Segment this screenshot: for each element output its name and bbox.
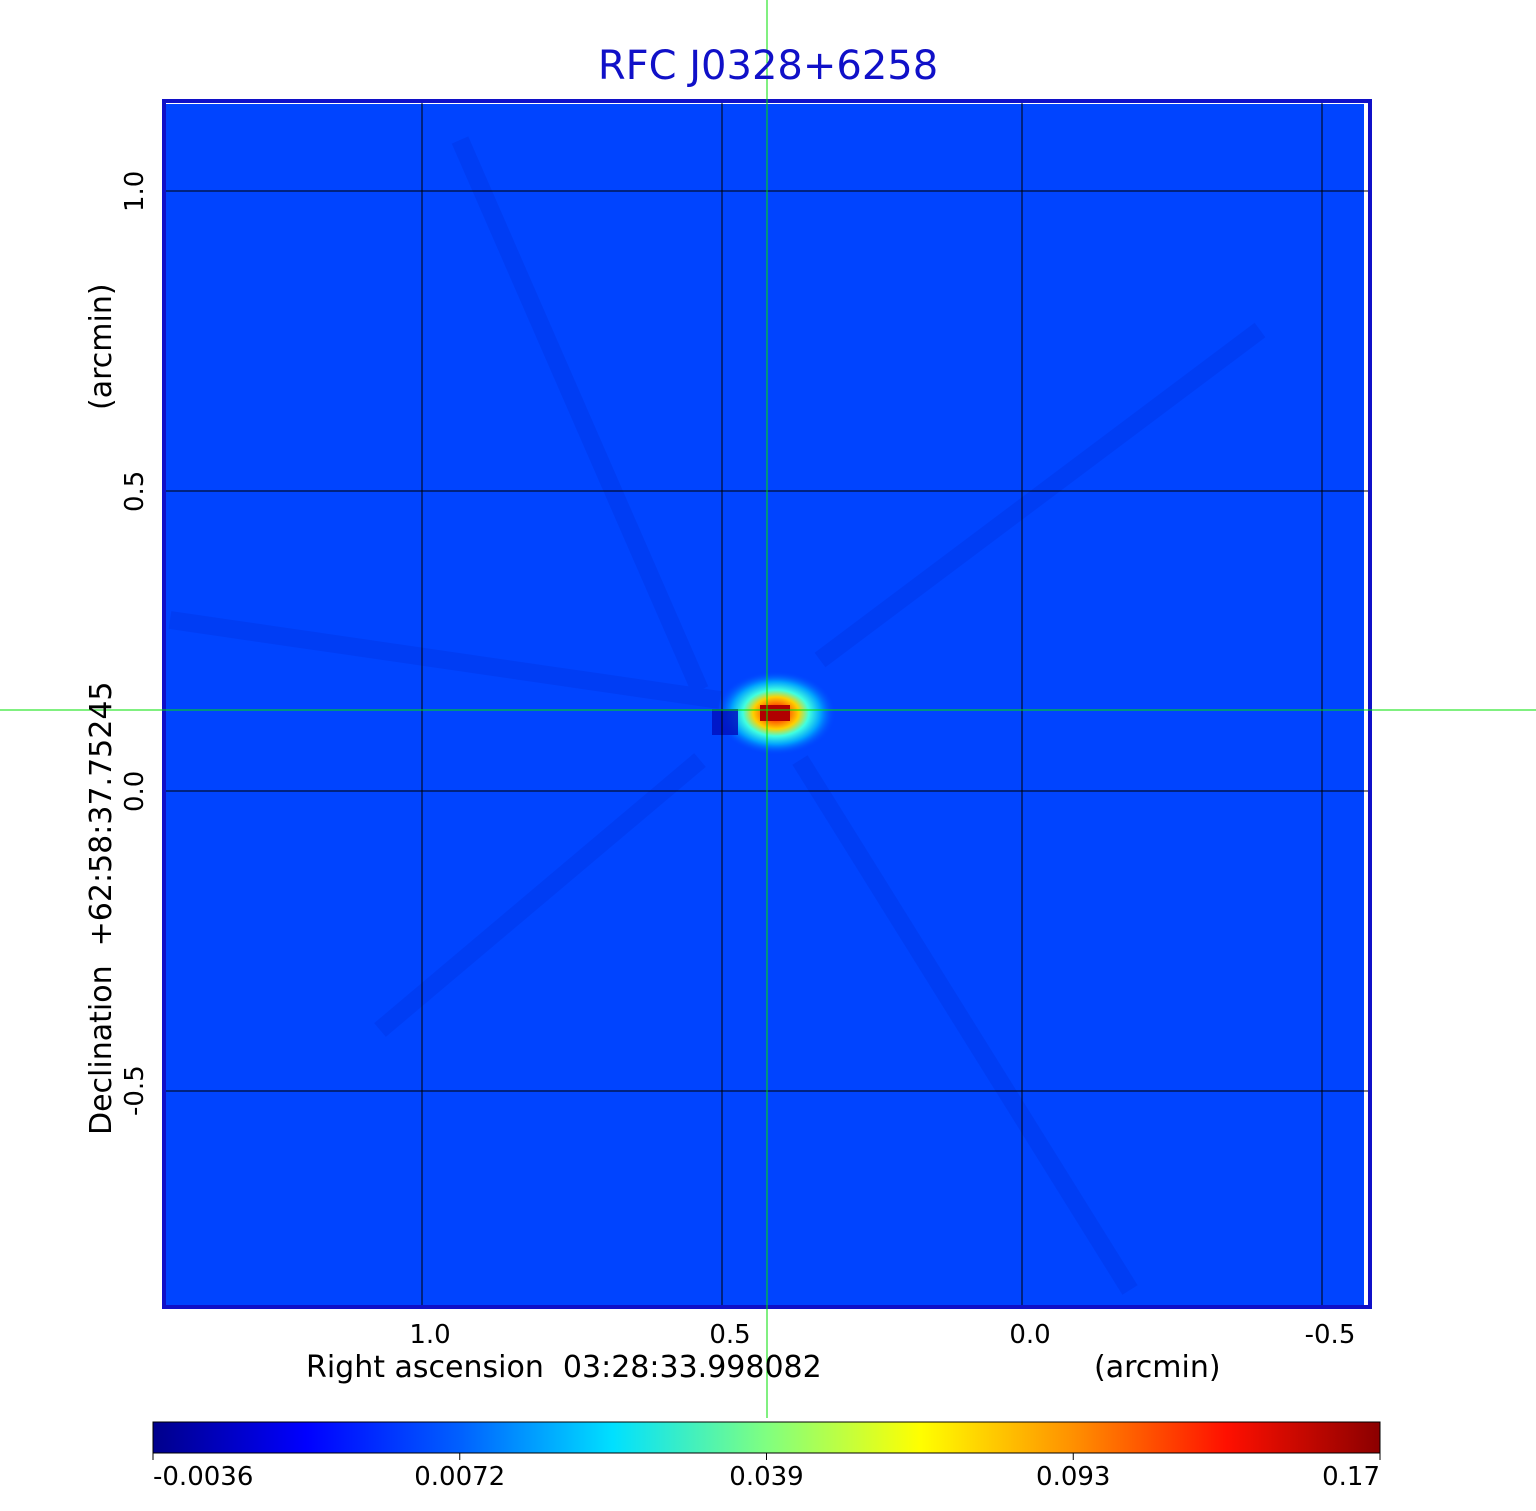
sidelobe-streak bbox=[792, 755, 1138, 1295]
sidelobe-streak bbox=[451, 136, 709, 694]
x-tick-label: 0.5 bbox=[709, 1320, 751, 1350]
crosshair bbox=[0, 0, 1536, 1418]
sidelobe-streak bbox=[374, 753, 706, 1037]
colorbar-tick-label: 0.0072 bbox=[414, 1462, 506, 1492]
y-axis-unit: (arcmin) bbox=[84, 283, 119, 410]
x-tick-label: 1.0 bbox=[409, 1320, 451, 1350]
source-core bbox=[760, 705, 790, 721]
x-tick-label: 0.0 bbox=[1009, 1320, 1051, 1350]
colorbar-tick-label: 0.093 bbox=[1036, 1462, 1111, 1492]
x-axis-label: Right ascension 03:28:33.998082 bbox=[306, 1350, 822, 1385]
chart-title: RFC J0328+6258 bbox=[597, 43, 939, 89]
y-tick-label: -0.5 bbox=[120, 1065, 150, 1117]
colorbar bbox=[152, 1421, 1381, 1454]
colorbar-ticks bbox=[152, 1453, 1381, 1460]
colorbar-tick-label: 0.039 bbox=[729, 1462, 804, 1492]
y-tick-label: 1.0 bbox=[120, 170, 150, 212]
y-tick-label: 0.5 bbox=[120, 470, 150, 512]
colorbar-tick-label: 0.17 bbox=[1322, 1462, 1380, 1492]
sidelobe-streak bbox=[814, 322, 1266, 668]
negative-lobe bbox=[712, 709, 738, 735]
x-axis-unit: (arcmin) bbox=[1094, 1350, 1221, 1385]
y-axis-label: Declination +62:58:37.75245 bbox=[84, 681, 119, 1135]
image-field bbox=[164, 104, 1364, 1308]
sidelobe-streak bbox=[168, 611, 722, 709]
x-tick-label: -0.5 bbox=[1304, 1320, 1356, 1350]
sidelobe-streaks bbox=[168, 136, 1266, 1295]
colorbar-tick-label: -0.0036 bbox=[153, 1462, 254, 1492]
y-tick-label: 0.0 bbox=[120, 770, 150, 812]
